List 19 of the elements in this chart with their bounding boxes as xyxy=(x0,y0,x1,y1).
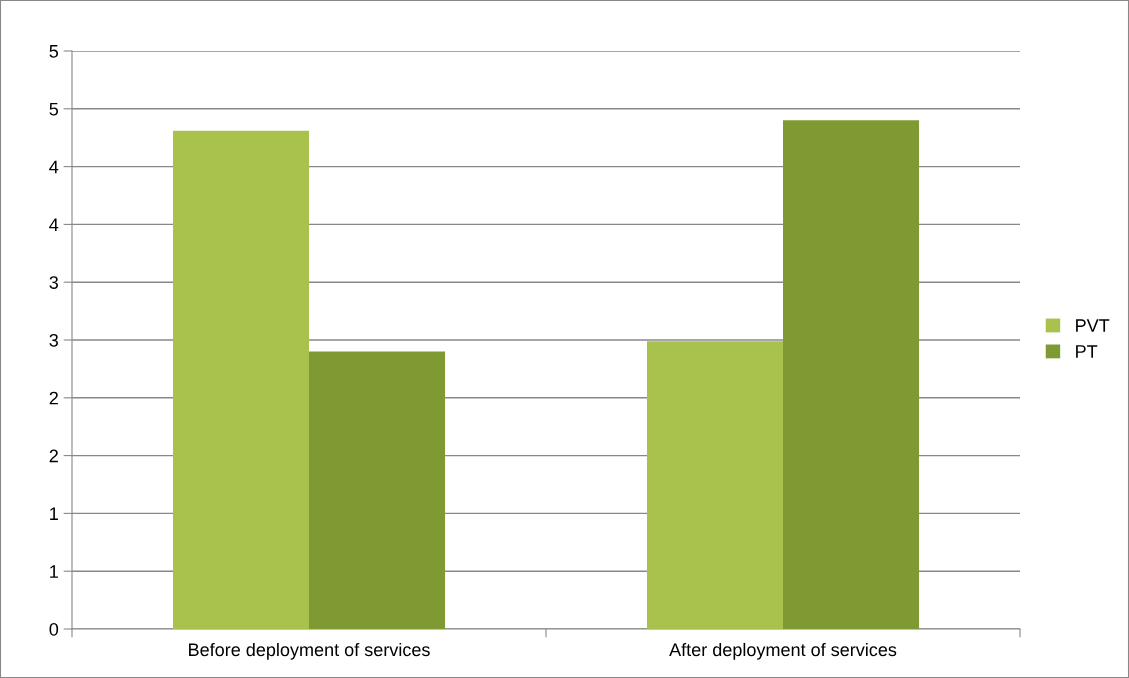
bar xyxy=(309,351,446,629)
legend-label: PT xyxy=(1076,345,1098,358)
x-tick-label: After deployment of services xyxy=(669,642,897,660)
y-tick-label: 4 xyxy=(49,218,59,231)
bar xyxy=(646,341,783,629)
y-tick-label: 3 xyxy=(49,333,59,347)
y-tick-label: 2 xyxy=(49,391,58,405)
bar xyxy=(172,130,309,629)
legend-label: PVT xyxy=(1076,319,1110,332)
y-tick-label: 2 xyxy=(49,449,58,463)
y-tick-label: 3 xyxy=(49,276,59,289)
bar xyxy=(783,120,920,629)
y-tick-label: 4 xyxy=(49,160,59,174)
y-tick-label: 5 xyxy=(49,45,59,58)
x-tick-label: Before deployment of services xyxy=(189,642,430,660)
y-tick-label: 1 xyxy=(50,507,58,520)
y-tick-label: 0 xyxy=(49,622,59,636)
y-tick-label: 1 xyxy=(50,565,58,578)
y-tick-label: 5 xyxy=(49,102,59,116)
